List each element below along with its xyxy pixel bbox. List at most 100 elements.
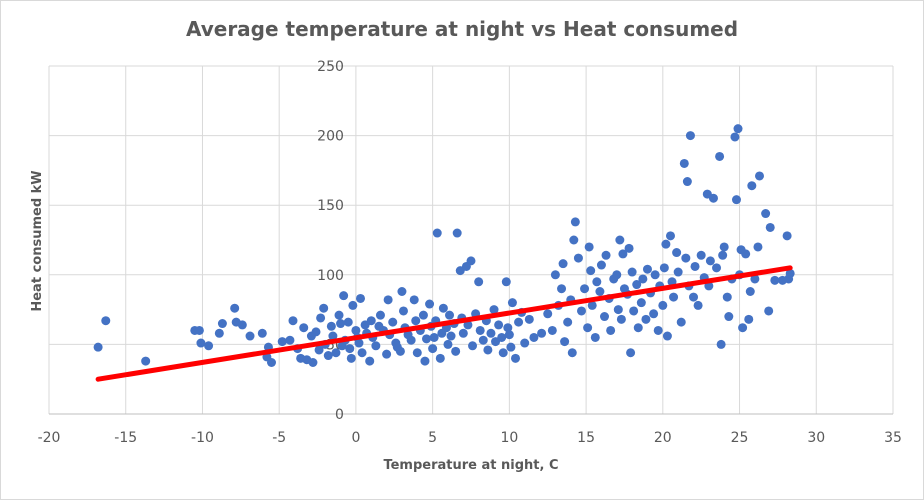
data-point <box>770 275 780 285</box>
data-point <box>731 195 741 205</box>
y-tick-label: 100 <box>317 268 344 284</box>
x-tick-label: 35 <box>884 430 902 446</box>
data-point <box>685 131 695 141</box>
chart-title: Average temperature at night vs Heat con… <box>186 17 738 41</box>
data-point <box>595 287 605 297</box>
data-point <box>486 328 496 338</box>
data-point <box>537 328 547 338</box>
data-point <box>587 300 597 310</box>
data-point <box>346 353 356 363</box>
data-point <box>750 274 760 284</box>
data-point <box>681 253 691 263</box>
data-point <box>558 259 568 269</box>
data-point <box>308 357 318 367</box>
data-point <box>425 299 435 309</box>
data-point <box>483 345 493 355</box>
data-point <box>642 264 652 274</box>
data-point <box>323 351 333 361</box>
data-point <box>563 317 573 327</box>
data-point <box>633 323 643 333</box>
data-point <box>196 338 206 348</box>
data-point <box>395 346 405 356</box>
data-point <box>745 287 755 297</box>
data-point <box>741 249 751 259</box>
data-point <box>351 325 361 335</box>
data-point <box>328 331 338 341</box>
data-point <box>606 325 616 335</box>
data-point <box>733 124 743 134</box>
data-point <box>730 132 740 142</box>
data-point <box>217 319 227 329</box>
data-point <box>761 209 771 219</box>
data-point <box>204 341 214 351</box>
y-axis-title: Heat consumed kW <box>30 170 45 311</box>
data-point <box>618 249 628 259</box>
gridlines <box>48 65 894 415</box>
data-point <box>141 356 151 366</box>
data-point <box>331 348 341 358</box>
data-point <box>754 171 764 181</box>
data-point <box>101 316 111 326</box>
data-point <box>627 267 637 277</box>
y-tick-label: 200 <box>317 129 344 145</box>
data-point <box>382 349 392 359</box>
data-point <box>592 277 602 287</box>
data-point <box>299 323 309 333</box>
data-point <box>569 235 579 245</box>
x-axis-title: Temperature at night, C <box>383 458 558 473</box>
data-point <box>612 270 622 280</box>
x-tick-label: -10 <box>191 430 214 446</box>
data-point <box>316 313 326 323</box>
data-point <box>285 335 295 345</box>
data-point <box>690 261 700 271</box>
data-point <box>511 353 521 363</box>
data-point <box>194 325 204 335</box>
data-point <box>514 317 524 327</box>
y-tick-label: 250 <box>317 59 344 75</box>
y-tick-label: 150 <box>317 198 344 214</box>
data-point <box>498 348 508 358</box>
data-point <box>398 306 408 316</box>
trendline <box>95 265 793 382</box>
data-point <box>411 316 421 326</box>
data-point <box>314 345 324 355</box>
data-point <box>624 243 634 253</box>
data-point <box>418 310 428 320</box>
data-point <box>583 323 593 333</box>
data-point <box>676 317 686 327</box>
data-point <box>696 250 706 260</box>
y-tick-label: 0 <box>335 407 344 423</box>
data-point <box>446 331 456 341</box>
data-point <box>738 323 748 333</box>
data-point <box>319 303 329 313</box>
data-point <box>383 295 393 305</box>
data-point <box>428 344 438 354</box>
data-point <box>615 235 625 245</box>
data-point <box>673 267 683 277</box>
data-point <box>445 310 455 320</box>
data-point <box>520 338 530 348</box>
data-point <box>626 348 636 358</box>
data-point <box>366 316 376 326</box>
x-tick-label: 5 <box>428 430 437 446</box>
data-point <box>590 332 600 342</box>
x-tick-label: -20 <box>38 430 61 446</box>
data-point <box>406 335 416 345</box>
data-points <box>93 124 795 367</box>
data-point <box>466 256 476 266</box>
data-point <box>650 270 660 280</box>
x-tick-label: 15 <box>577 430 595 446</box>
data-point <box>478 335 488 345</box>
trendline-group <box>95 265 793 382</box>
data-point <box>354 338 364 348</box>
data-point <box>214 328 224 338</box>
data-point <box>452 228 462 238</box>
data-point <box>629 306 639 316</box>
data-point <box>586 266 596 276</box>
data-point <box>649 309 659 319</box>
data-point <box>230 303 240 313</box>
data-point <box>712 263 722 273</box>
data-point <box>584 242 594 252</box>
data-point <box>744 314 754 324</box>
data-point <box>573 253 583 263</box>
